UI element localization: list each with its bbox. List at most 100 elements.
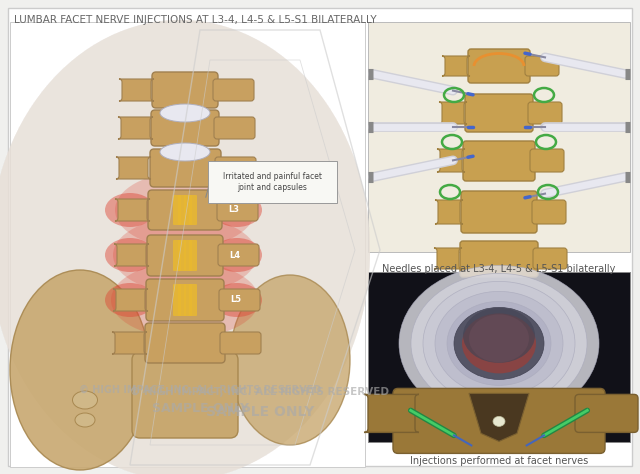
FancyBboxPatch shape: [575, 394, 638, 432]
Ellipse shape: [463, 308, 535, 363]
Ellipse shape: [113, 217, 257, 293]
FancyBboxPatch shape: [189, 195, 197, 225]
FancyBboxPatch shape: [528, 102, 562, 124]
Ellipse shape: [105, 193, 155, 227]
Text: Irritated and painful facet
joint and capsules: Irritated and painful facet joint and ca…: [223, 173, 322, 191]
FancyBboxPatch shape: [532, 200, 566, 224]
Ellipse shape: [105, 238, 155, 272]
FancyBboxPatch shape: [184, 195, 192, 225]
Ellipse shape: [454, 308, 544, 379]
FancyBboxPatch shape: [146, 279, 224, 321]
FancyBboxPatch shape: [10, 22, 365, 467]
FancyBboxPatch shape: [113, 289, 148, 311]
Ellipse shape: [156, 289, 214, 303]
Text: SAMPLE ONLY: SAMPLE ONLY: [152, 401, 248, 414]
Ellipse shape: [423, 282, 575, 405]
FancyBboxPatch shape: [214, 117, 255, 139]
FancyBboxPatch shape: [439, 102, 467, 124]
FancyBboxPatch shape: [184, 240, 192, 271]
FancyBboxPatch shape: [461, 191, 537, 233]
Ellipse shape: [411, 273, 587, 413]
FancyBboxPatch shape: [208, 161, 337, 203]
FancyBboxPatch shape: [468, 49, 530, 83]
Ellipse shape: [212, 283, 262, 317]
Text: L4: L4: [229, 250, 240, 259]
FancyBboxPatch shape: [184, 284, 192, 316]
Ellipse shape: [105, 283, 155, 317]
Ellipse shape: [0, 20, 370, 474]
Text: L5: L5: [230, 295, 241, 304]
FancyBboxPatch shape: [435, 200, 463, 224]
FancyBboxPatch shape: [147, 235, 223, 276]
Ellipse shape: [493, 416, 505, 427]
Text: LUMBAR FACET NERVE INJECTIONS AT L3-4, L4-5 & L5-S1 BILATERALLY: LUMBAR FACET NERVE INJECTIONS AT L3-4, L…: [14, 15, 376, 25]
FancyBboxPatch shape: [220, 332, 261, 354]
FancyBboxPatch shape: [463, 141, 535, 181]
FancyBboxPatch shape: [442, 56, 470, 76]
FancyBboxPatch shape: [460, 241, 538, 277]
FancyBboxPatch shape: [368, 22, 630, 252]
Ellipse shape: [0, 20, 370, 474]
Ellipse shape: [447, 301, 551, 385]
FancyBboxPatch shape: [173, 240, 181, 271]
FancyBboxPatch shape: [533, 248, 567, 269]
FancyBboxPatch shape: [132, 352, 238, 438]
Ellipse shape: [0, 20, 370, 474]
Ellipse shape: [155, 334, 215, 347]
Ellipse shape: [435, 292, 563, 395]
FancyBboxPatch shape: [173, 284, 181, 316]
FancyBboxPatch shape: [173, 195, 181, 225]
Ellipse shape: [160, 157, 210, 171]
FancyBboxPatch shape: [530, 149, 564, 172]
FancyBboxPatch shape: [114, 244, 149, 266]
Text: SAMPLE ONLY: SAMPLE ONLY: [206, 405, 314, 419]
Text: © HIGH IMPACT, INC. ALL RIGHTS RESERVED: © HIGH IMPACT, INC. ALL RIGHTS RESERVED: [131, 387, 390, 397]
Ellipse shape: [115, 172, 255, 248]
Ellipse shape: [111, 262, 259, 338]
FancyBboxPatch shape: [178, 284, 186, 316]
Ellipse shape: [230, 275, 350, 445]
Ellipse shape: [212, 193, 262, 227]
Ellipse shape: [159, 199, 211, 213]
FancyBboxPatch shape: [148, 190, 222, 230]
Ellipse shape: [0, 20, 370, 474]
Ellipse shape: [161, 118, 209, 132]
FancyBboxPatch shape: [118, 117, 153, 139]
FancyBboxPatch shape: [213, 79, 254, 101]
Polygon shape: [469, 393, 529, 441]
Ellipse shape: [10, 270, 150, 470]
FancyBboxPatch shape: [465, 94, 533, 132]
Ellipse shape: [75, 413, 95, 427]
FancyBboxPatch shape: [218, 244, 259, 266]
Ellipse shape: [212, 238, 262, 272]
FancyBboxPatch shape: [525, 56, 559, 76]
Ellipse shape: [469, 314, 529, 363]
Ellipse shape: [0, 20, 370, 474]
FancyBboxPatch shape: [145, 323, 225, 363]
FancyBboxPatch shape: [364, 394, 419, 432]
Ellipse shape: [72, 391, 97, 409]
FancyBboxPatch shape: [368, 272, 630, 442]
FancyBboxPatch shape: [219, 289, 260, 311]
FancyBboxPatch shape: [178, 195, 186, 225]
FancyBboxPatch shape: [215, 157, 256, 179]
FancyBboxPatch shape: [217, 199, 258, 221]
Ellipse shape: [160, 143, 210, 161]
Ellipse shape: [462, 313, 536, 374]
FancyBboxPatch shape: [116, 157, 151, 179]
FancyBboxPatch shape: [115, 199, 150, 221]
FancyBboxPatch shape: [151, 110, 219, 146]
Ellipse shape: [399, 265, 599, 421]
Text: Injections performed at facet nerves: Injections performed at facet nerves: [410, 456, 588, 466]
Ellipse shape: [157, 244, 213, 257]
Text: © HIGH IMPACT, INC. ALL RIGHTS RESERVED: © HIGH IMPACT, INC. ALL RIGHTS RESERVED: [79, 385, 321, 395]
FancyBboxPatch shape: [189, 284, 197, 316]
Text: Needles placed at L3-4, L4-5 & L5-S1 bilaterally: Needles placed at L3-4, L4-5 & L5-S1 bil…: [382, 264, 616, 274]
Text: L3: L3: [228, 206, 239, 215]
FancyBboxPatch shape: [434, 248, 462, 269]
FancyBboxPatch shape: [393, 388, 605, 454]
FancyBboxPatch shape: [112, 332, 147, 354]
FancyBboxPatch shape: [150, 149, 221, 187]
FancyBboxPatch shape: [119, 79, 154, 101]
FancyBboxPatch shape: [437, 149, 465, 172]
